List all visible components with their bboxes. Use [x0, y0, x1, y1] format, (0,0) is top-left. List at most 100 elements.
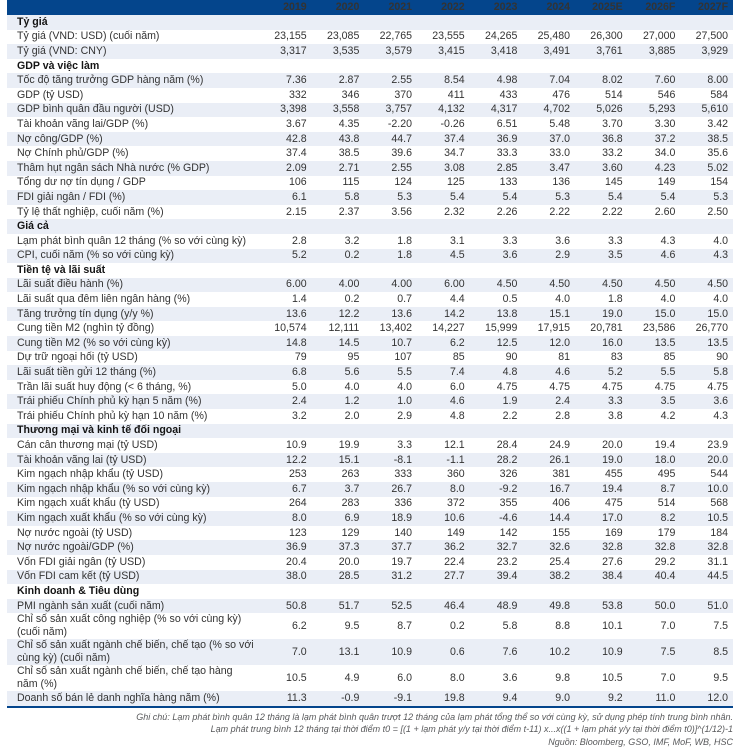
cell-value: 346 [341, 88, 360, 101]
cell-value: 3.6 [555, 234, 571, 247]
cell-value: 3,579 [385, 44, 413, 57]
cell-value: 38.0 [286, 570, 307, 583]
year-header: 2023 [493, 1, 518, 13]
section-label: Tỷ giá [17, 15, 48, 28]
cell-value: 4.75 [549, 380, 571, 393]
cell-value: 10.0 [707, 482, 729, 495]
cell-value: 51.7 [338, 599, 360, 612]
cell-value: 9.8 [555, 671, 571, 684]
row-label: Kim ngạch nhập khẩu (tỷ USD) [17, 468, 164, 481]
cell-value: 31.2 [391, 570, 413, 583]
year-header: 2019 [283, 1, 307, 13]
cell-value: 27.6 [602, 555, 623, 568]
cell-value: 326 [499, 468, 518, 481]
year-header: 2022 [441, 1, 465, 13]
cell-value: 142 [499, 526, 518, 539]
cell-value: 10.9 [391, 645, 413, 658]
table-row: Kim ngạch xuất khẩu (tỷ USD) 264 283 336 372… [7, 497, 733, 512]
cell-value: 4.0 [660, 293, 676, 306]
cell-value: 6.0 [397, 671, 413, 684]
cell-value: 3,558 [332, 103, 360, 116]
cell-value: 2.15 [286, 205, 307, 218]
cell-value: 7.0 [660, 671, 676, 684]
cell-value: 32.6 [549, 541, 571, 554]
cell-value: 23.9 [707, 439, 729, 452]
table-row: Vốn FDI cam kết (tỷ USD) 38.0 28.5 31.2 27.7… [7, 569, 733, 585]
cell-value: 23,586 [642, 322, 676, 335]
section-row: Tỷ giá [7, 15, 733, 30]
cell-value: 32.8 [602, 541, 623, 554]
cell-value: 3.3 [502, 234, 518, 247]
cell-value: 27.7 [444, 570, 465, 583]
row-label: Tỷ giá (VND: USD) (cuối năm) [17, 30, 160, 43]
cell-value: 4.00 [391, 278, 413, 291]
cell-value: 3.42 [707, 117, 729, 130]
year-header: 2021 [388, 1, 413, 13]
row-label: Nợ nước ngoài (tỷ USD) [17, 526, 133, 539]
row-label: Vốn FDI cam kết (tỷ USD) [17, 570, 140, 583]
row-label: Lãi suất điều hành (%) [17, 278, 124, 291]
table-row: GDP bình quân đầu người (USD) 3,398 3,558 3… [7, 102, 733, 118]
cell-value: -8.1 [393, 453, 413, 466]
cell-value: 129 [341, 526, 360, 539]
table-row: Nợ công/GDP (%) 42.8 43.8 44.7 37.4 36.9 37.0 3… [7, 131, 733, 147]
cell-value: 5,293 [648, 103, 676, 116]
cell-value: 26,770 [695, 322, 729, 335]
row-label: GDP (tỷ USD) [17, 88, 84, 101]
cell-value: 5.2 [291, 249, 307, 262]
cell-value: 106 [288, 176, 307, 189]
cell-value: 33.0 [549, 147, 571, 160]
cell-value: 3.30 [654, 117, 676, 130]
cell-value: 4.3 [660, 234, 676, 247]
row-label: Tài khoản vãng lai/GDP (%) [17, 117, 149, 130]
cell-value: 179 [657, 526, 676, 539]
cell-value: 46.4 [444, 599, 465, 612]
cell-value: 12.0 [707, 692, 729, 705]
cell-value: 263 [341, 468, 360, 481]
cell-value: 1.8 [397, 249, 413, 262]
cell-value: 107 [394, 351, 413, 364]
table-row: Tỷ giá (VND: USD) (cuối năm) 23,155 23,085… [7, 30, 733, 45]
cell-value: 133 [499, 176, 518, 189]
cell-value: 6.00 [286, 278, 307, 291]
row-label: Tổng dư nợ tín dụng / GDP [17, 176, 146, 189]
cell-value: 4.9 [344, 671, 360, 684]
cell-value: 38.5 [338, 147, 360, 160]
cell-value: 4.50 [654, 278, 676, 291]
cell-value: 0.2 [344, 293, 360, 306]
cell-value: 38.5 [707, 132, 729, 145]
cell-value: 2.22 [602, 205, 623, 218]
cell-value: 10.6 [444, 511, 465, 524]
cell-value: 2.37 [338, 205, 360, 218]
cell-value: 124 [394, 176, 413, 189]
cell-value: 44.7 [391, 132, 413, 145]
cell-value: 36.9 [496, 132, 518, 145]
cell-value: 4.0 [713, 293, 729, 306]
cell-value: 9.2 [607, 692, 623, 705]
cell-value: 90 [505, 351, 518, 364]
table-row: Trần lãi suất huy động (< 6 tháng, %) 5.0… [7, 380, 733, 395]
cell-value: 4.00 [338, 278, 360, 291]
cell-value: 12.5 [496, 336, 518, 349]
cell-value: 3,415 [438, 44, 465, 57]
cell-value: 90 [716, 351, 729, 364]
cell-value: 4,702 [543, 103, 571, 116]
cell-value: 28.2 [496, 453, 518, 466]
cell-value: 4.0 [713, 234, 729, 247]
row-label: Tài khoản vãng lai (tỷ USD) [17, 453, 147, 466]
cell-value: 24.9 [549, 439, 571, 452]
table-row: Nợ Chính phủ/GDP (%) 37.4 38.5 39.6 34.7 33.3… [7, 146, 733, 161]
cell-value: 10.1 [602, 619, 623, 632]
cell-value: 4.75 [496, 380, 518, 393]
cell-value: 28.5 [338, 570, 360, 583]
table-row: Kim ngạch xuất khẩu (% so với cùng kỳ) 8.… [7, 511, 733, 526]
cell-value: 37.2 [654, 132, 676, 145]
cell-value: 4.6 [555, 366, 571, 379]
cell-value: 3.2 [344, 234, 360, 247]
cell-value: 7.5 [660, 645, 676, 658]
cell-value: 32.8 [707, 541, 729, 554]
cell-value: 154 [710, 176, 729, 189]
cell-value: 5,610 [701, 103, 729, 116]
cell-value: 29.2 [654, 555, 676, 568]
